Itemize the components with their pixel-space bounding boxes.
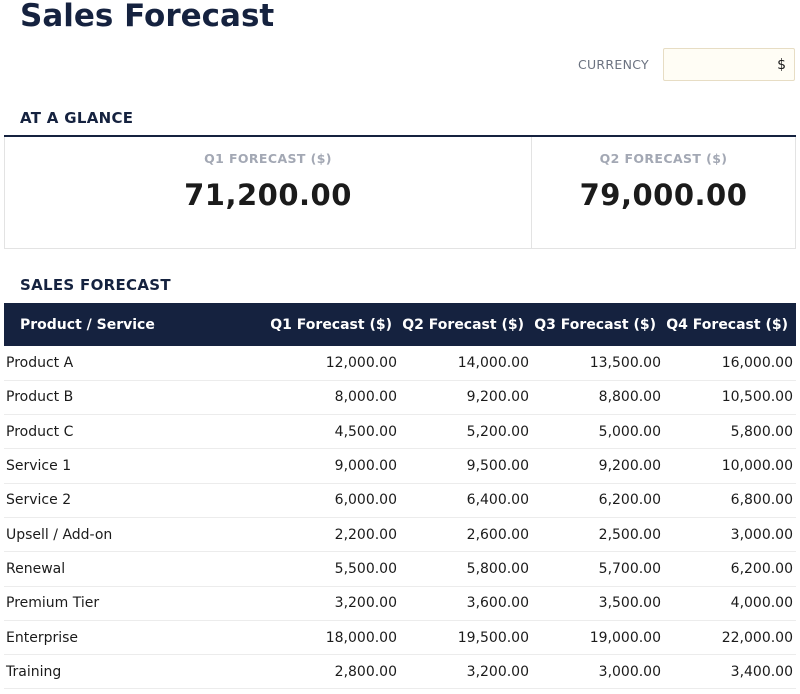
cell-q4: 3,400.00	[730, 663, 793, 680]
cell-q1: 18,000.00	[325, 629, 397, 646]
at-a-glance-heading: AT A GLANCE	[20, 109, 134, 127]
table-row: Training 2,800.00 3,200.00 3,000.00 3,40…	[4, 655, 796, 689]
cell-product: Enterprise	[6, 629, 79, 646]
table-row: Service 2 6,000.00 6,400.00 6,200.00 6,8…	[4, 483, 796, 518]
currency-label: CURRENCY	[577, 57, 649, 72]
cell-q1: 5,500.00	[334, 560, 397, 577]
cell-q3: 19,000.00	[589, 629, 661, 646]
cell-product: Premium Tier	[6, 595, 100, 612]
cell-q4: 6,200.00	[730, 560, 793, 577]
kpi-label-q2: Q2 FORECAST ($)	[599, 151, 728, 166]
cell-q2: 5,200.00	[466, 423, 529, 440]
cell-q1: 3,200.00	[334, 595, 397, 612]
cell-q3: 8,800.00	[598, 389, 661, 406]
cell-product: Product B	[6, 389, 74, 406]
kpi-card-q2: Q2 FORECAST ($) 79,000.00	[532, 137, 796, 249]
cell-q4: 10,500.00	[721, 389, 793, 406]
cell-q4: 3,000.00	[730, 526, 793, 543]
cell-product: Renewal	[6, 560, 66, 577]
cell-product: Product A	[6, 354, 74, 371]
cell-q1: 4,500.00	[334, 423, 397, 440]
cell-q1: 9,000.00	[334, 458, 397, 475]
sales-forecast-heading: SALES FORECAST	[20, 276, 171, 294]
table-row: Product B 8,000.00 9,200.00 8,800.00 10,…	[4, 380, 796, 415]
cell-q4: 4,000.00	[730, 595, 793, 612]
cell-product: Upsell / Add-on	[6, 526, 113, 543]
cell-q3: 9,200.00	[598, 458, 661, 475]
cell-q3: 6,200.00	[598, 492, 661, 509]
table-row: Product A 12,000.00 14,000.00 13,500.00 …	[4, 346, 796, 381]
currency-input[interactable]	[663, 48, 795, 81]
cell-q4: 16,000.00	[721, 354, 793, 371]
table-row: Premium Tier 3,200.00 3,600.00 3,500.00 …	[4, 586, 796, 621]
cell-q2: 14,000.00	[457, 354, 529, 371]
column-header-q4: Q4 Forecast ($)	[666, 316, 788, 333]
cell-q1: 2,800.00	[334, 663, 397, 680]
cell-product: Service 2	[6, 492, 72, 509]
kpi-value-q1: 71,200.00	[184, 178, 352, 212]
cell-q3: 5,700.00	[598, 560, 661, 577]
table-row: Service 1 9,000.00 9,500.00 9,200.00 10,…	[4, 449, 796, 484]
cell-q2: 5,800.00	[466, 560, 529, 577]
cell-product: Product C	[6, 423, 74, 440]
cell-q4: 6,800.00	[730, 492, 793, 509]
table-row: Renewal 5,500.00 5,800.00 5,700.00 6,200…	[4, 552, 796, 587]
table-row: Enterprise 18,000.00 19,500.00 19,000.00…	[4, 620, 796, 655]
cell-q4: 10,000.00	[721, 458, 793, 475]
column-header-q2: Q2 Forecast ($)	[402, 316, 524, 333]
cell-q3: 5,000.00	[598, 423, 661, 440]
cell-q2: 3,200.00	[466, 663, 529, 680]
cell-q2: 2,600.00	[466, 526, 529, 543]
column-header-q1: Q1 Forecast ($)	[270, 316, 392, 333]
table-row: Upsell / Add-on 2,200.00 2,600.00 2,500.…	[4, 517, 796, 552]
cell-q3: 13,500.00	[589, 354, 661, 371]
cell-q1: 12,000.00	[325, 354, 397, 371]
page-title: Sales Forecast	[20, 0, 275, 34]
cell-q3: 2,500.00	[598, 526, 661, 543]
column-header-product: Product / Service	[20, 316, 155, 333]
cell-q4: 22,000.00	[721, 629, 793, 646]
cell-q2: 9,500.00	[466, 458, 529, 475]
cell-q2: 3,600.00	[466, 595, 529, 612]
column-header-q3: Q3 Forecast ($)	[534, 316, 656, 333]
kpi-card-q1: Q1 FORECAST ($) 71,200.00	[4, 137, 532, 249]
cell-q3: 3,500.00	[598, 595, 661, 612]
kpi-value-q2: 79,000.00	[579, 178, 748, 212]
cell-q2: 9,200.00	[466, 389, 529, 406]
cell-product: Service 1	[6, 458, 72, 475]
cell-q1: 6,000.00	[334, 492, 397, 509]
sales-forecast-table: Product / Service Q1 Forecast ($) Q2 For…	[4, 303, 796, 689]
cell-q3: 3,000.00	[598, 663, 661, 680]
cell-q4: 5,800.00	[730, 423, 793, 440]
cell-q1: 8,000.00	[334, 389, 397, 406]
table-row: Product C 4,500.00 5,200.00 5,000.00 5,8…	[4, 415, 796, 449]
cell-q2: 19,500.00	[457, 629, 529, 646]
cell-q1: 2,200.00	[334, 526, 397, 543]
table-header-row: Product / Service Q1 Forecast ($) Q2 For…	[4, 303, 796, 346]
kpi-label-q1: Q1 FORECAST ($)	[204, 151, 332, 166]
at-a-glance-panel: Q1 FORECAST ($) 71,200.00 Q2 FORECAST ($…	[4, 135, 796, 249]
cell-product: Training	[6, 663, 62, 680]
cell-q2: 6,400.00	[466, 492, 529, 509]
